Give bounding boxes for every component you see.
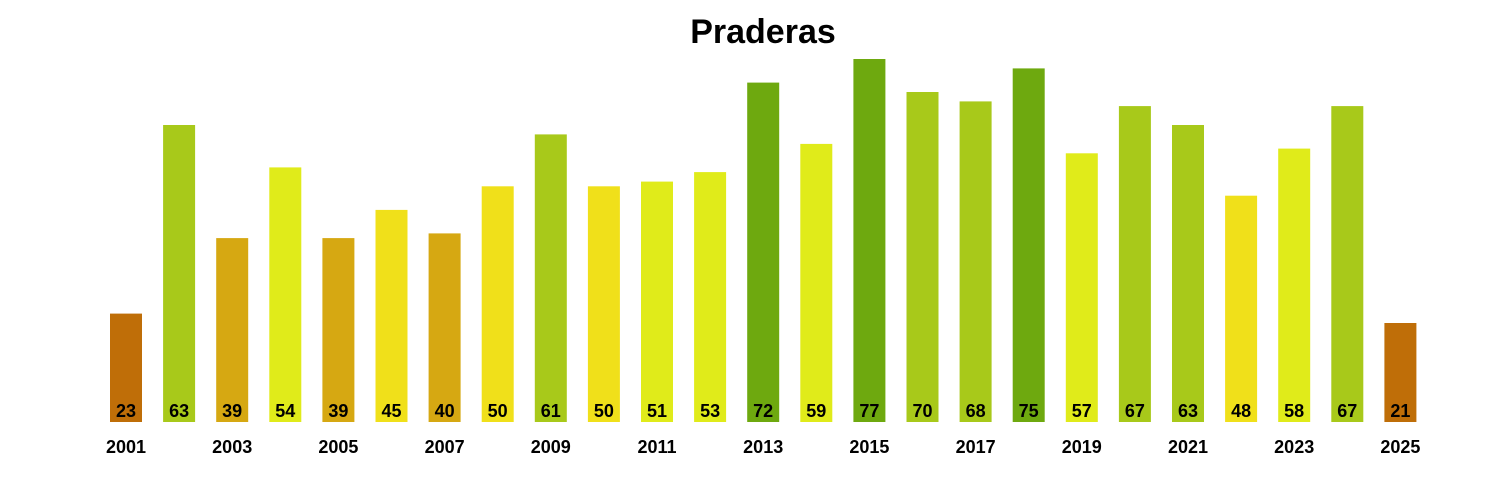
bar-2008 [481,186,514,422]
x-tick-2013: 2013 [743,437,783,457]
value-labels-group: 23 63 39 54 39 45 40 50 61 50 51 53 72 59 77 70 68 75 57 67… [116,401,1410,421]
bar-2011 [641,181,673,422]
value-label-2022: 48 [1231,401,1251,421]
value-label-2017: 68 [966,401,986,421]
bar-2009 [534,134,567,422]
value-label-2006: 45 [381,401,401,421]
value-label-2012: 53 [700,401,720,421]
value-label-2025: 21 [1390,401,1410,421]
value-label-2020: 67 [1125,401,1145,421]
bar-2019 [1065,153,1098,423]
bar-2001 [110,313,142,422]
bar-2006 [375,209,408,422]
value-label-2021: 63 [1178,401,1198,421]
bar-2002 [163,125,196,422]
x-tick-2009: 2009 [531,437,571,457]
value-label-2003: 39 [222,401,242,421]
bar-2012 [694,172,727,422]
value-label-2016: 70 [912,401,932,421]
x-tick-2007: 2007 [425,437,465,457]
value-label-2019: 57 [1072,401,1092,421]
bar-2016 [906,92,939,422]
bar-2018 [1012,68,1045,423]
bar-2024 [1331,106,1364,422]
value-label-2018: 75 [1019,401,1039,421]
value-label-2008: 50 [488,401,508,421]
bars-group [110,59,1417,423]
bar-2025 [1384,323,1417,422]
x-axis-ticks: 2001 2003 2005 2007 2009 2011 2013 2015 2017 2019… [106,437,1420,457]
value-label-2001: 23 [116,401,136,421]
bar-2003 [216,238,249,422]
bar-2020 [1118,106,1151,422]
bar-2014 [800,143,833,422]
bar-2015 [853,59,886,422]
x-tick-2021: 2021 [1168,437,1208,457]
value-label-2005: 39 [328,401,348,421]
bar-2005 [322,238,355,422]
x-tick-2001: 2001 [106,437,146,457]
value-label-2007: 40 [435,401,455,421]
value-label-2015: 77 [859,401,879,421]
x-tick-2025: 2025 [1380,437,1420,457]
value-label-2014: 59 [806,401,826,421]
bar-2004 [269,167,302,422]
chart-title: Praderas [690,13,836,51]
bar-2017 [959,101,992,423]
bar-2010 [587,186,620,422]
x-tick-2005: 2005 [318,437,358,457]
value-label-2009: 61 [541,401,561,421]
x-tick-2017: 2017 [956,437,996,457]
bar-2013 [747,82,780,422]
x-tick-2019: 2019 [1062,437,1102,457]
bar-2023 [1278,148,1311,422]
x-tick-2011: 2011 [637,437,676,457]
bar-2007 [428,233,461,422]
value-label-2023: 58 [1284,401,1304,421]
x-tick-2015: 2015 [849,437,889,457]
value-label-2011: 51 [647,401,667,421]
x-tick-2023: 2023 [1274,437,1314,457]
value-label-2002: 63 [169,401,189,421]
x-tick-2003: 2003 [212,437,252,457]
value-label-2010: 50 [594,401,614,421]
value-label-2013: 72 [753,401,773,421]
value-label-2024: 67 [1337,401,1357,421]
value-label-2004: 54 [275,401,295,421]
bar-2022 [1225,195,1258,422]
bar-2021 [1172,125,1204,422]
